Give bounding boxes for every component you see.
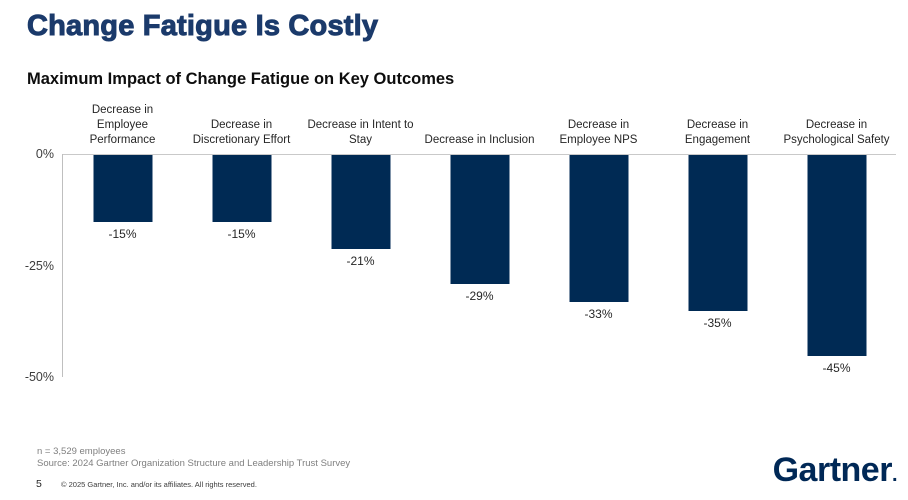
category-label: Decrease in Intent to Stay xyxy=(307,119,414,146)
bar xyxy=(807,155,866,356)
bar xyxy=(93,155,152,222)
chart-footnote: n = 3,529 employees Source: 2024 Gartner… xyxy=(37,446,350,469)
bar xyxy=(331,155,390,249)
bar-value-label: -15% xyxy=(108,226,137,241)
bar-column: Decrease in Inclusion -29% xyxy=(420,134,539,377)
bar-value-label: -35% xyxy=(703,316,732,331)
source-note: Source: 2024 Gartner Organization Struct… xyxy=(37,457,351,469)
plot-area: 0% -25% -50% Decrease in Employee Performance… xyxy=(25,104,896,384)
category-label: Decrease in Employee NPS xyxy=(559,119,638,146)
bar-value-label: -21% xyxy=(346,253,375,268)
category-label: Decrease in Employee Performance xyxy=(89,104,156,146)
bar-value-label: -33% xyxy=(584,307,613,322)
bar-value-label: -15% xyxy=(227,226,256,241)
y-tick-label: -50% xyxy=(24,370,54,384)
zero-gridline xyxy=(63,154,896,155)
gartner-logo: Gartner. xyxy=(772,451,898,491)
category-label: Decrease in Inclusion xyxy=(424,134,535,146)
bar-column: Decrease in Engagement -35% xyxy=(658,119,777,377)
bar xyxy=(569,155,628,303)
copyright-text: © 2025 Gartner, Inc. and/or its affiliat… xyxy=(61,480,257,489)
bar-column: Decrease in Employee NPS -33% xyxy=(539,119,658,377)
bar-column: Decrease in Intent to Stay -21% xyxy=(301,119,420,377)
y-tick-label: 0% xyxy=(35,147,54,161)
category-label: Decrease in Psychological Safety xyxy=(783,119,890,146)
registered-mark: . xyxy=(891,464,898,486)
bar xyxy=(450,155,509,285)
bar-value-label: -45% xyxy=(822,360,851,375)
bar xyxy=(688,155,747,312)
bar-column: Decrease in Employee Performance -15% xyxy=(63,104,182,377)
sample-size-note: n = 3,529 employees xyxy=(37,446,126,457)
bar-column: Decrease in Discretionary Effort -15% xyxy=(182,119,301,377)
page-title: Change Fatigue Is Costly xyxy=(26,10,379,43)
chart-title: Maximum Impact of Change Fatigue on Key … xyxy=(27,70,455,88)
bar-value-label: -29% xyxy=(465,289,494,304)
category-label: Decrease in Engagement xyxy=(684,119,751,146)
gartner-logo-text: Gartner xyxy=(772,451,893,489)
bar xyxy=(212,155,271,222)
bar-column: Decrease in Psychological Safety -45% xyxy=(777,119,896,377)
page-number: 5 xyxy=(36,478,42,490)
y-tick-label: -25% xyxy=(24,258,54,273)
category-label: Decrease in Discretionary Effort xyxy=(192,119,291,146)
